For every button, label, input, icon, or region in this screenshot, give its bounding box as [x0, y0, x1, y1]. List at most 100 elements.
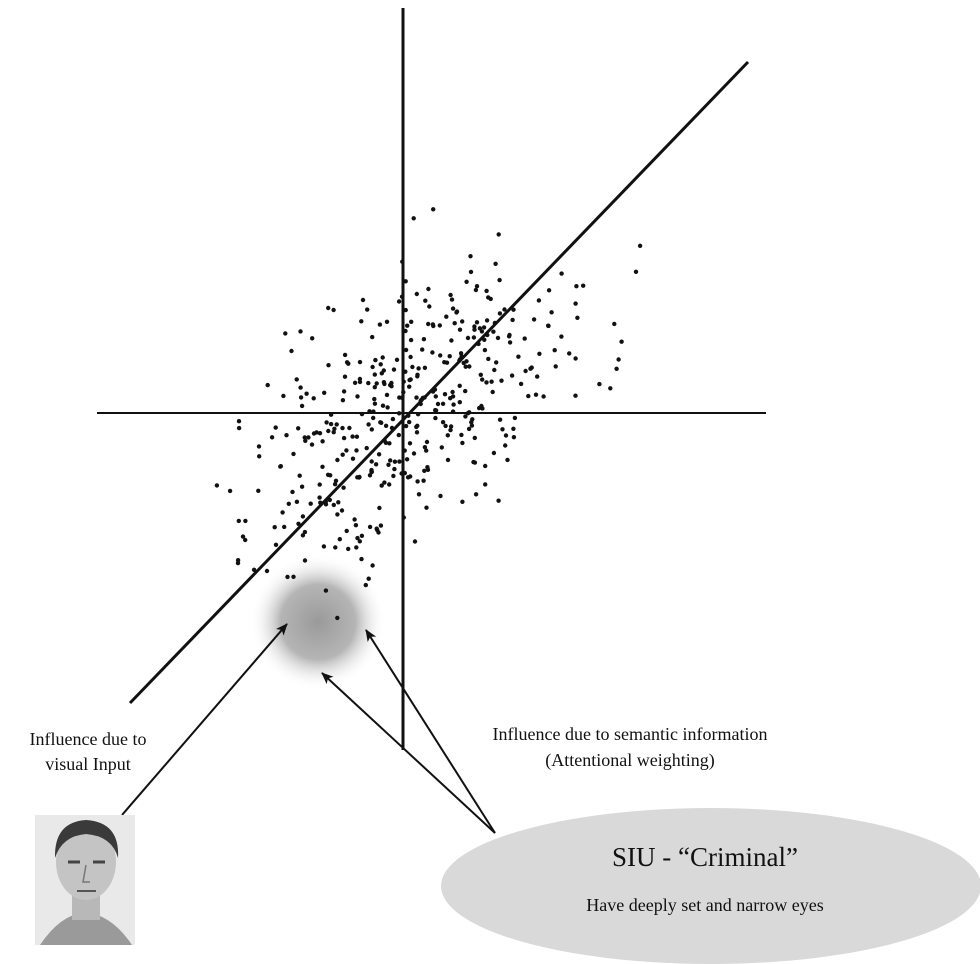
dot — [352, 380, 358, 385]
dot — [407, 384, 412, 389]
dot — [573, 356, 578, 361]
dot — [294, 499, 300, 504]
dot — [426, 286, 431, 292]
dot — [388, 458, 393, 463]
dot — [227, 488, 233, 494]
dot — [407, 419, 412, 425]
dot — [377, 322, 383, 327]
dot — [334, 422, 339, 427]
dot — [269, 435, 275, 440]
dot — [352, 517, 357, 522]
siu-ellipse — [441, 808, 980, 964]
dot — [347, 425, 352, 431]
dot — [341, 485, 346, 490]
dot — [382, 480, 387, 485]
dot — [435, 401, 441, 407]
dot — [408, 474, 413, 479]
dot — [299, 403, 305, 409]
dot — [433, 394, 438, 399]
dot — [414, 424, 419, 430]
dot — [320, 464, 325, 469]
dot — [451, 402, 456, 407]
dot — [533, 392, 539, 397]
dot — [574, 284, 579, 289]
dot — [452, 321, 457, 326]
dot — [357, 359, 363, 365]
dot — [337, 537, 342, 542]
dot — [537, 351, 542, 356]
dot — [285, 574, 290, 580]
dot — [495, 335, 501, 341]
dot — [448, 292, 453, 298]
dot — [484, 380, 489, 385]
dot — [403, 307, 408, 313]
dot — [422, 365, 428, 370]
dot — [256, 488, 261, 493]
dot — [364, 445, 369, 451]
dot — [378, 523, 384, 528]
dot — [482, 347, 488, 353]
dot — [298, 385, 303, 390]
dot — [273, 425, 278, 430]
dot — [309, 442, 315, 447]
dot — [405, 323, 410, 328]
dot — [460, 499, 465, 504]
dot — [380, 355, 385, 360]
dot — [367, 473, 373, 478]
dot — [344, 448, 349, 453]
dot — [457, 383, 462, 388]
dot — [357, 379, 363, 385]
dot — [463, 364, 468, 369]
dot — [433, 408, 439, 413]
dot — [331, 307, 336, 313]
dot — [354, 448, 359, 453]
dot — [502, 307, 507, 312]
dot — [370, 563, 375, 568]
dot — [481, 325, 487, 330]
dot — [376, 530, 381, 535]
dot — [359, 533, 365, 538]
dot — [423, 298, 428, 303]
dot — [350, 456, 356, 461]
dot — [372, 401, 378, 406]
dot — [512, 415, 518, 421]
dot — [328, 421, 334, 427]
dot — [335, 615, 340, 621]
dot — [459, 432, 464, 438]
dot — [457, 327, 463, 332]
dot — [370, 334, 375, 340]
highlight-region — [250, 554, 386, 690]
dot — [366, 422, 371, 427]
dot — [496, 232, 501, 237]
dot — [449, 338, 454, 343]
dot — [377, 505, 382, 511]
dot — [298, 395, 304, 400]
dot — [471, 335, 477, 340]
dot — [321, 544, 327, 549]
dot — [302, 558, 308, 563]
dot — [357, 474, 362, 480]
dot — [236, 518, 241, 524]
dot — [581, 283, 586, 288]
dot — [472, 435, 477, 441]
dot — [450, 306, 456, 311]
dot — [523, 368, 528, 374]
dot — [444, 314, 449, 319]
dot — [335, 512, 340, 517]
dot — [421, 478, 426, 483]
dot — [468, 269, 474, 275]
dot — [340, 398, 346, 403]
dot — [373, 357, 378, 363]
dot — [484, 318, 490, 323]
dot — [510, 317, 515, 323]
dot — [486, 295, 491, 300]
dot — [333, 478, 339, 483]
dot — [486, 356, 491, 362]
dot — [298, 329, 303, 334]
dot — [442, 392, 448, 397]
dot — [311, 431, 317, 436]
dot — [431, 323, 436, 329]
dot — [369, 427, 374, 432]
dot — [573, 301, 578, 306]
dot — [369, 469, 374, 475]
